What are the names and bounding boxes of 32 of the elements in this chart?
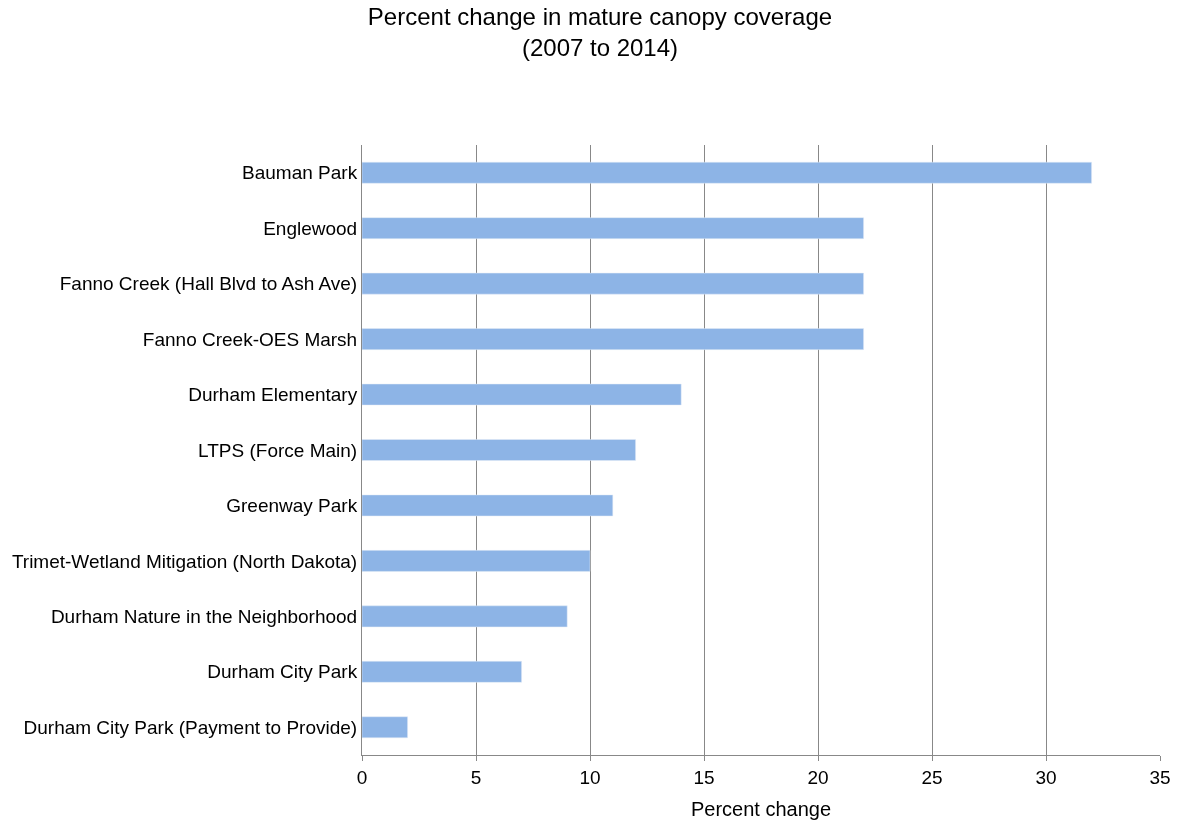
y-tick-label: Greenway Park (226, 495, 358, 517)
x-tick-label: 35 (1149, 766, 1171, 788)
bar (362, 550, 591, 572)
y-tick-label: Fanno Creek (Hall Blvd to Ash Ave) (59, 273, 358, 295)
x-axis-title: Percent change (690, 798, 832, 821)
bar (362, 494, 614, 517)
x-tick-label: 25 (921, 766, 943, 788)
y-tick-label: Durham Elementary (188, 384, 358, 406)
bar (362, 161, 1092, 184)
y-tick-label: Durham Nature in the Neighborhood (50, 606, 358, 628)
bar (362, 272, 864, 295)
y-tick-label: Fanno Creek-OES Marsh (142, 328, 358, 350)
x-tick-label: 0 (356, 766, 368, 788)
bar (362, 439, 636, 461)
bar (362, 383, 682, 406)
y-tick-label: Trimet-Wetland Mitigation (North Dakota) (11, 550, 358, 572)
bar (362, 217, 864, 239)
bar (362, 716, 408, 739)
x-tick-label: 20 (807, 766, 829, 788)
bar (362, 661, 522, 683)
y-tick-label: LTPS (Force Main) (198, 439, 358, 461)
chart-title: Percent change in mature canopy coverage (2007 to 2014) (367, 2, 833, 62)
y-tick-label: Englewood (263, 217, 358, 239)
y-tick-label: Durham City Park (207, 661, 358, 683)
bar (362, 328, 864, 350)
x-tick-label: 10 (579, 766, 601, 788)
x-tick-label: 15 (693, 766, 715, 788)
x-tick-label: 5 (470, 766, 482, 788)
bar (362, 605, 568, 628)
y-tick-label: Bauman Park (242, 162, 358, 184)
y-tick-label: Durham City Park (Payment to Provide) (23, 716, 358, 738)
x-tick-label: 30 (1035, 766, 1057, 788)
